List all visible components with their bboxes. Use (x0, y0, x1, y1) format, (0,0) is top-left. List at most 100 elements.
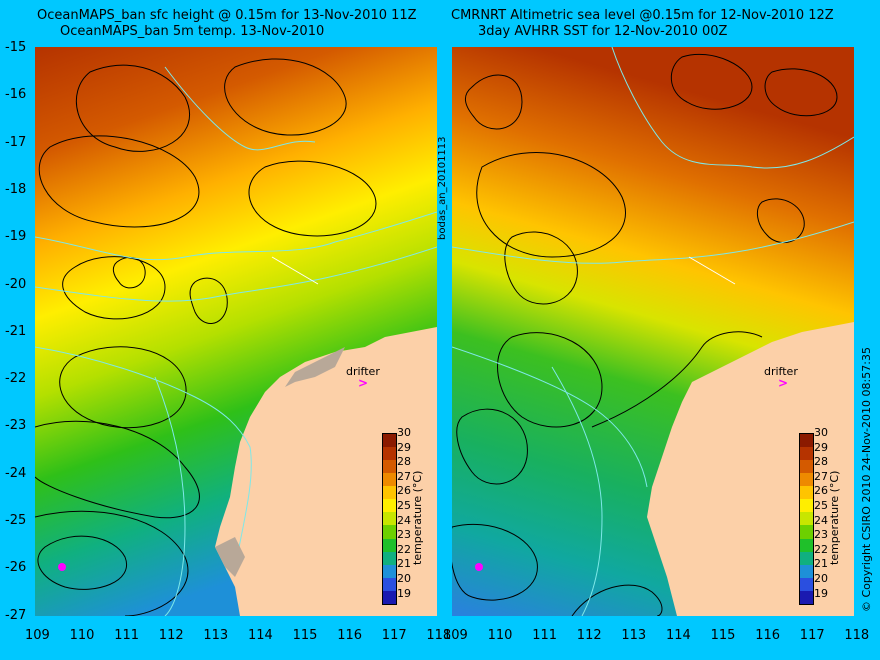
colorbar-tick-label: 25 (814, 499, 828, 512)
colorbar-tick-label: 25 (397, 499, 411, 512)
colorbar-segment (383, 538, 396, 552)
lon-tick-label: 116 (337, 628, 363, 643)
right-drifter-label: drifter (764, 365, 798, 378)
lon-tick-label: 110 (69, 628, 95, 643)
lon-tick-label: 110 (487, 628, 513, 643)
lon-tick-label: 111 (532, 628, 558, 643)
lon-tick-label: 111 (114, 628, 140, 643)
colorbar-segment (800, 577, 813, 591)
colorbar-tick-label: 30 (814, 426, 828, 439)
colorbar-tick-label: 29 (814, 440, 828, 454)
left-bathymetry (35, 66, 437, 616)
colorbar-segment (800, 551, 813, 565)
right-colorbar-title: temperature (°C) (828, 470, 841, 565)
right-map-panel (452, 47, 854, 616)
colorbar-tick-label: 23 (814, 528, 828, 542)
left-drifter-marker: > (358, 376, 369, 390)
left-colorbar-title: temperature (°C) (411, 470, 424, 565)
lon-tick-label: 117 (799, 628, 825, 643)
lon-tick-label: 118 (844, 628, 870, 643)
lat-tick-label: -18 (5, 181, 27, 197)
lat-tick-label: -17 (5, 134, 27, 150)
colorbar-segment (800, 434, 813, 448)
colorbar-tick-label: 24 (814, 513, 828, 527)
lon-tick-label: 116 (755, 628, 781, 643)
colorbar-tick-label: 30 (397, 426, 411, 439)
colorbar-tick-label: 28 (397, 455, 411, 469)
colorbar-tick-label: 22 (814, 542, 828, 556)
colorbar-segment (800, 564, 813, 578)
left-section-line (271, 256, 319, 285)
lat-tick-label: -26 (5, 560, 27, 576)
left-ssh-contours (35, 58, 377, 616)
lon-tick-label: 113 (621, 628, 647, 643)
colorbar-segment (800, 486, 813, 500)
lon-tick-label: 115 (292, 628, 318, 643)
colorbar-segment (800, 499, 813, 513)
lat-tick-label: -20 (5, 276, 27, 292)
colorbar-segment (383, 564, 396, 578)
colorbar-segment (383, 551, 396, 565)
colorbar-tick-label: 28 (814, 455, 828, 469)
colorbar-segment (800, 512, 813, 526)
lat-tick-label: -19 (5, 229, 27, 245)
colorbar-segment (383, 577, 396, 591)
right-colorbar (799, 433, 814, 605)
lon-tick-label: 112 (158, 628, 184, 643)
colorbar-segment (383, 434, 396, 448)
copyright-label: © Copyright CSIRO 2010 24-Nov-2010 08:57… (860, 347, 873, 612)
colorbar-tick-label: 29 (397, 440, 411, 454)
middle-vertical-label: bodas_an_20101113 (437, 136, 448, 240)
lat-tick-label: -23 (5, 418, 27, 434)
colorbar-segment (383, 460, 396, 474)
lon-tick-label: 114 (666, 628, 691, 643)
colorbar-segment (800, 473, 813, 487)
colorbar-tick-label: 22 (397, 542, 411, 556)
colorbar-segment (383, 447, 396, 461)
colorbar-segment (383, 590, 396, 604)
left-gray-shelf (285, 347, 345, 387)
colorbar-tick-label: 26 (814, 484, 828, 498)
left-title-line1: OceanMAPS_ban sfc height @ 0.15m for 13-… (37, 8, 417, 23)
lon-tick-label: 115 (710, 628, 736, 643)
left-map-panel (35, 47, 437, 616)
left-drifter-label: drifter (346, 365, 380, 378)
lon-tick-label: 114 (248, 628, 273, 643)
left-map-svg (35, 47, 437, 616)
colorbar-tick-label: 19 (814, 586, 828, 600)
lon-tick-label: 109 (443, 628, 468, 643)
colorbar-segment (800, 460, 813, 474)
colorbar-tick-label: 26 (397, 484, 411, 498)
left-gray-shelf-south (215, 537, 245, 577)
lat-tick-label: -25 (5, 513, 27, 528)
colorbar-tick-label: 21 (814, 557, 828, 571)
lon-tick-label: 117 (381, 628, 407, 643)
colorbar-tick-label: 21 (397, 557, 411, 571)
colorbar-segment (383, 499, 396, 513)
colorbar-segment (800, 447, 813, 461)
left-colorbar (382, 433, 397, 605)
left-buoy-marker (58, 563, 66, 571)
lat-tick-label: -22 (5, 371, 27, 387)
lat-tick-label: -21 (5, 323, 27, 339)
colorbar-segment (383, 473, 396, 487)
lat-tick-label: -15 (5, 40, 27, 55)
right-title-line2: 3day AVHRR SST for 12-Nov-2010 00Z (478, 24, 728, 39)
colorbar-segment (800, 525, 813, 539)
right-drifter-marker: > (778, 376, 789, 390)
colorbar-segment (800, 538, 813, 552)
colorbar-tick-label: 27 (814, 469, 828, 483)
colorbar-tick-label: 27 (397, 469, 411, 483)
right-map-svg (452, 47, 854, 616)
colorbar-segment (383, 486, 396, 500)
left-landmass (215, 327, 437, 616)
lat-tick-label: -24 (5, 465, 27, 481)
colorbar-tick-label: 19 (397, 586, 411, 600)
right-buoy-marker (475, 563, 483, 571)
lon-tick-label: 113 (203, 628, 229, 643)
right-section-line (688, 256, 736, 285)
lon-tick-label: 112 (576, 628, 602, 643)
lat-tick-label: -27 (5, 607, 27, 623)
colorbar-segment (383, 512, 396, 526)
right-bathymetry (452, 47, 854, 616)
